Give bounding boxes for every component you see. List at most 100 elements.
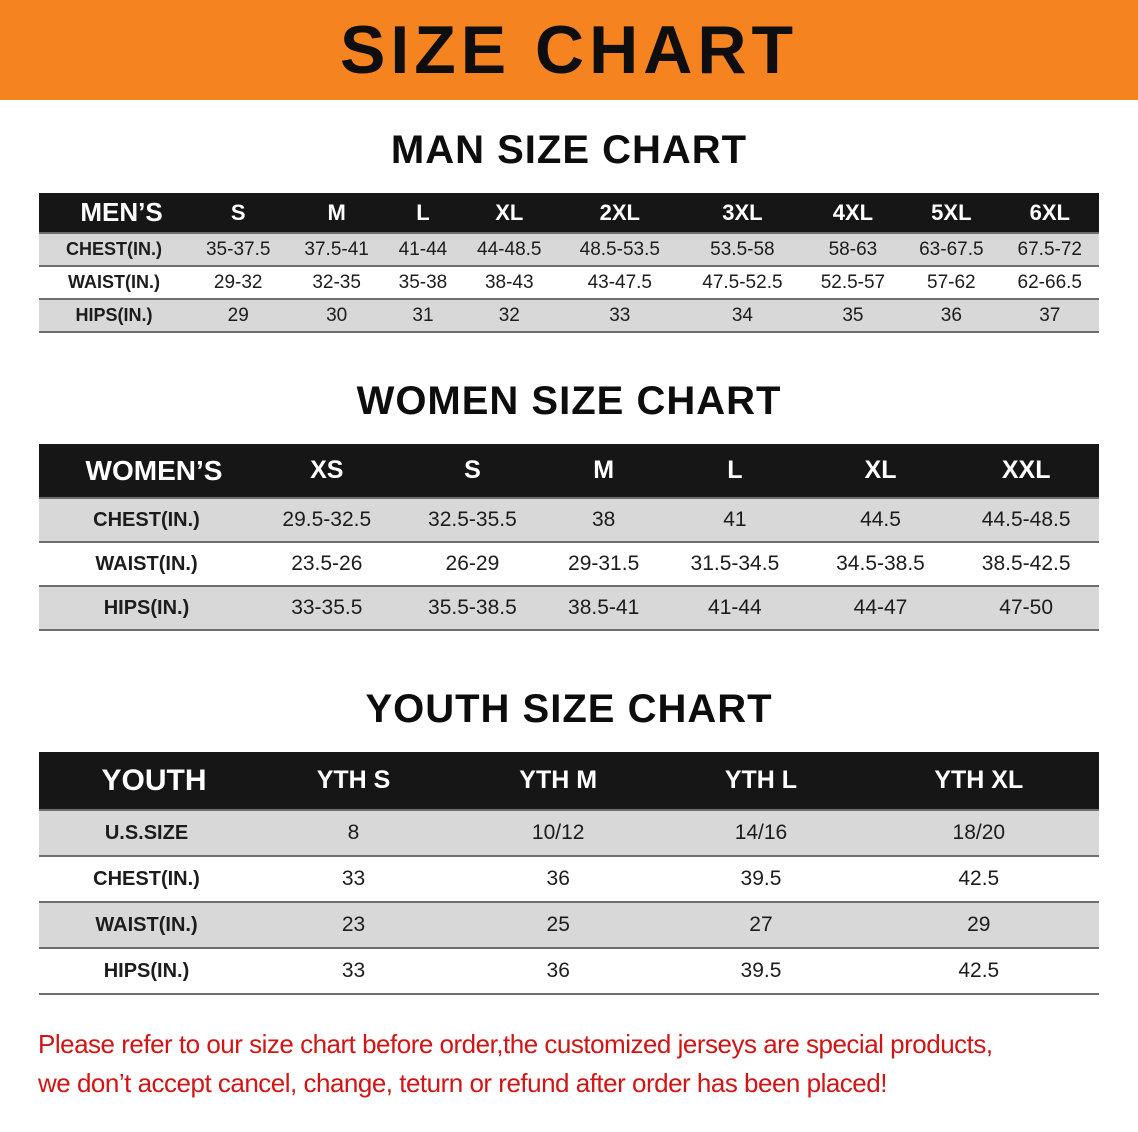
youth-waist-row: WAIST(IN.) 23 25 27 29: [39, 902, 1099, 948]
women-chest-row: CHEST(IN.) 29.5-32.5 32.5-35.5 38 41 44.…: [39, 498, 1099, 542]
youth-table-title: YOUTH: [101, 763, 207, 797]
men-section: MAN SIZE CHART MEN’S S M L XL 2XL 3XL 4X…: [0, 128, 1138, 333]
row-label: WAIST(IN.): [95, 913, 198, 936]
size-chart-page: SIZE CHART MAN SIZE CHART MEN’S S M L XL…: [0, 0, 1138, 1103]
youth-header-row: YOUTH YTH S YTH M YTH L YTH XL: [39, 752, 1099, 810]
value-cell: 42.5: [958, 959, 1000, 982]
value-cell: 44.5-48.5: [981, 508, 1071, 531]
value-cell: 37.5-41: [304, 238, 369, 260]
value-cell: 44-48.5: [477, 238, 542, 260]
youth-chest-row: CHEST(IN.) 33 36 39.5 42.5: [39, 856, 1099, 902]
value-cell: 39.5: [740, 867, 782, 890]
banner: SIZE CHART: [0, 0, 1138, 100]
value-cell: 29-32: [213, 271, 263, 293]
value-cell: 67.5-72: [1017, 238, 1082, 260]
size-col-header: YTH M: [519, 766, 598, 794]
disclaimer-line-1: Please refer to our size chart before or…: [38, 1029, 993, 1059]
row-label: HIPS(IN.): [103, 959, 190, 982]
value-cell: 36: [940, 304, 962, 326]
value-cell: 41-44: [708, 596, 762, 619]
size-col-header: 2XL: [599, 199, 640, 225]
value-cell: 38.5-42.5: [981, 552, 1071, 575]
women-waist-row: WAIST(IN.) 23.5-26 26-29 29-31.5 31.5-34…: [39, 542, 1099, 586]
men-table-title: MEN’S: [80, 197, 163, 227]
value-cell: 36: [546, 959, 570, 982]
size-col-header: S: [464, 456, 481, 484]
value-cell: 36: [546, 867, 570, 890]
size-col-header: XL: [864, 456, 897, 484]
size-col-header: YTH L: [724, 766, 798, 794]
men-waist-row: WAIST(IN.) 29-32 32-35 35-38 38-43 43-47…: [39, 266, 1099, 299]
size-col-header: S: [230, 199, 246, 225]
value-cell: 8: [347, 821, 360, 844]
youth-ussize-row: U.S.SIZE 8 10/12 14/16 18/20: [39, 810, 1099, 856]
value-cell: 44.5: [860, 508, 901, 531]
value-cell: 31.5-34.5: [690, 552, 780, 575]
row-label: HIPS(IN.): [103, 596, 190, 619]
value-cell: 29-31.5: [568, 552, 640, 575]
value-cell: 35.5-38.5: [428, 596, 517, 619]
size-col-header: YTH S: [316, 766, 391, 794]
value-cell: 10/12: [531, 821, 585, 844]
value-cell: 14/16: [734, 821, 788, 844]
row-label: HIPS(IN.): [75, 305, 153, 325]
men-size-table: MEN’S S M L XL 2XL 3XL 4XL 5XL 6XL CHEST…: [39, 193, 1099, 333]
value-cell: 33: [341, 867, 366, 890]
size-col-header: YTH XL: [934, 766, 1024, 794]
women-size-table: WOMEN’S XS S M L XL XXL CHEST(IN.) 29.5-…: [39, 444, 1099, 631]
women-hips-row: HIPS(IN.) 33-35.5 35.5-38.5 38.5-41 41-4…: [39, 586, 1099, 630]
women-header-row: WOMEN’S XS S M L XL XXL: [39, 444, 1099, 498]
disclaimer-line-2: we don’t accept cancel, change, teturn o…: [38, 1068, 887, 1098]
value-cell: 33-35.5: [291, 596, 363, 619]
size-col-header: L: [416, 199, 430, 225]
size-col-header: M: [593, 456, 615, 484]
value-cell: 52.5-57: [820, 271, 886, 293]
page-title: SIZE CHART: [340, 12, 798, 88]
value-cell: 35-38: [398, 271, 448, 293]
row-label: WAIST(IN.): [68, 272, 160, 292]
value-cell: 63-67.5: [919, 238, 984, 260]
value-cell: 30: [326, 304, 348, 326]
disclaimer: Please refer to our size chart before or…: [38, 1025, 1100, 1103]
youth-size-table: YOUTH YTH S YTH M YTH L YTH XL U.S.SIZE …: [39, 752, 1099, 995]
value-cell: 38-43: [484, 271, 534, 293]
value-cell: 25: [546, 913, 570, 936]
size-col-header: 5XL: [931, 199, 972, 225]
men-hips-row: HIPS(IN.) 29 30 31 32 33 34 35 36 37: [39, 299, 1099, 332]
men-header-row: MEN’S S M L XL 2XL 3XL 4XL 5XL 6XL: [39, 193, 1099, 233]
row-label: CHEST(IN.): [93, 867, 200, 890]
value-cell: 38.5-41: [568, 596, 640, 619]
men-section-heading: MAN SIZE CHART: [390, 128, 748, 172]
value-cell: 33: [341, 959, 366, 982]
value-cell: 47-50: [999, 596, 1054, 619]
women-table-title: WOMEN’S: [85, 454, 223, 486]
value-cell: 32: [498, 304, 520, 326]
value-cell: 32.5-35.5: [428, 508, 517, 531]
value-cell: 26-29: [445, 552, 500, 575]
value-cell: 31: [412, 304, 434, 326]
value-cell: 44-47: [853, 596, 908, 619]
youth-hips-row: HIPS(IN.) 33 36 39.5 42.5: [39, 948, 1099, 994]
size-col-header: 6XL: [1029, 199, 1070, 225]
value-cell: 62-66.5: [1017, 271, 1082, 293]
value-cell: 27: [749, 913, 773, 936]
value-cell: 38: [591, 508, 616, 531]
row-label: U.S.SIZE: [104, 821, 189, 844]
value-cell: 33: [609, 304, 631, 326]
youth-section-heading: YOUTH SIZE CHART: [365, 687, 773, 731]
value-cell: 29: [967, 913, 991, 936]
value-cell: 41: [723, 508, 747, 531]
value-cell: 43-47.5: [587, 271, 653, 293]
value-cell: 34.5-38.5: [836, 552, 925, 575]
value-cell: 35-37.5: [205, 238, 271, 260]
value-cell: 42.5: [958, 867, 1000, 890]
size-col-header: 4XL: [832, 199, 874, 225]
value-cell: 32-35: [312, 271, 361, 293]
value-cell: 29: [227, 304, 249, 326]
women-section: WOMEN SIZE CHART WOMEN’S XS S M L XL XXL…: [0, 379, 1138, 631]
size-col-header: XXL: [1001, 456, 1051, 484]
value-cell: 18/20: [952, 821, 1006, 844]
value-cell: 23.5-26: [291, 552, 363, 575]
men-chest-row: CHEST(IN.) 35-37.5 37.5-41 41-44 44-48.5…: [39, 233, 1099, 266]
row-label: CHEST(IN.): [66, 239, 162, 259]
